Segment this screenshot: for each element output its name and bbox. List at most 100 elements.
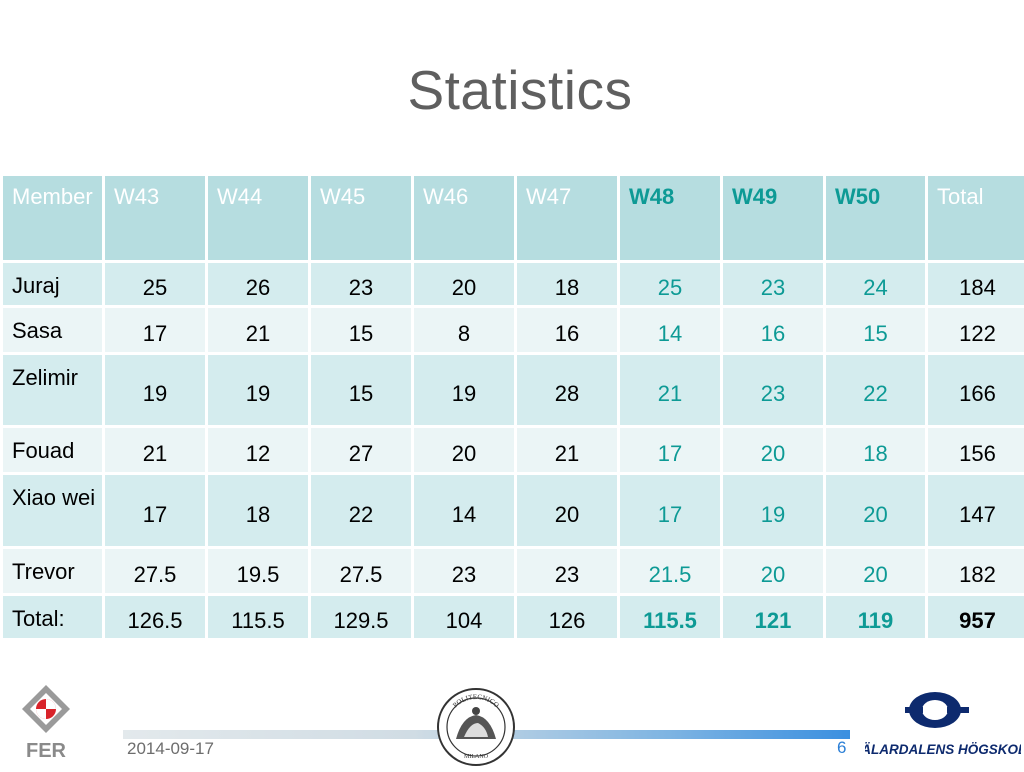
cell-value: 21 [104, 427, 207, 474]
cell-total: 156 [927, 427, 1024, 474]
member-name: Juraj [2, 262, 104, 307]
cell-value: 19.5 [207, 548, 310, 595]
cell-value: 27.5 [104, 548, 207, 595]
cell-value: 16 [516, 307, 619, 354]
grand-total: 957 [927, 595, 1024, 640]
member-name: Fouad [2, 427, 104, 474]
cell-value: 19 [207, 354, 310, 427]
header-w49: W49 [722, 175, 825, 262]
mdh-logo-text: MÄLARDALENS HÖGSKOLA [865, 742, 1021, 757]
total-value: 129.5 [310, 595, 413, 640]
cell-value: 12 [207, 427, 310, 474]
cell-value: 17 [619, 427, 722, 474]
fer-emblem-icon [22, 685, 70, 733]
cell-value: 27.5 [310, 548, 413, 595]
mdh-logo: MÄLARDALENS HÖGSKOLA [865, 686, 1021, 762]
table-total-row: Total: 126.5 115.5 129.5 104 126 115.5 1… [2, 595, 1024, 640]
cell-value: 17 [619, 474, 722, 548]
cell-value: 15 [310, 307, 413, 354]
cell-value: 17 [104, 474, 207, 548]
cell-value: 21 [619, 354, 722, 427]
table-row: Sasa 17 21 15 8 16 14 16 15 122 [2, 307, 1024, 354]
cell-total: 147 [927, 474, 1024, 548]
total-value: 115.5 [619, 595, 722, 640]
total-value: 115.5 [207, 595, 310, 640]
cell-value: 8 [413, 307, 516, 354]
header-w45: W45 [310, 175, 413, 262]
cell-value: 20 [825, 474, 927, 548]
cell-value: 16 [722, 307, 825, 354]
mdh-emblem-icon [905, 692, 969, 728]
cell-value: 21.5 [619, 548, 722, 595]
cell-value: 15 [310, 354, 413, 427]
cell-value: 14 [619, 307, 722, 354]
header-member: Member [2, 175, 104, 262]
member-name: Xiao wei [2, 474, 104, 548]
cell-value: 18 [207, 474, 310, 548]
cell-value: 23 [722, 354, 825, 427]
cell-value: 20 [722, 548, 825, 595]
total-value: 126 [516, 595, 619, 640]
cell-value: 27 [310, 427, 413, 474]
header-w43: W43 [104, 175, 207, 262]
header-total: Total [927, 175, 1024, 262]
cell-value: 21 [207, 307, 310, 354]
header-w46: W46 [413, 175, 516, 262]
cell-total: 166 [927, 354, 1024, 427]
cell-value: 26 [207, 262, 310, 307]
cell-value: 17 [104, 307, 207, 354]
cell-value: 20 [825, 548, 927, 595]
member-name: Sasa [2, 307, 104, 354]
member-name: Trevor [2, 548, 104, 595]
total-value: 104 [413, 595, 516, 640]
table-row: Juraj 25 26 23 20 18 25 23 24 184 [2, 262, 1024, 307]
table-row: Fouad 21 12 27 20 21 17 20 18 156 [2, 427, 1024, 474]
cell-value: 23 [413, 548, 516, 595]
member-name: Zelimir [2, 354, 104, 427]
table-row: Xiao wei 17 18 22 14 20 17 19 20 147 [2, 474, 1024, 548]
politecnico-seal: POLITECNICO MILANO [436, 687, 516, 767]
cell-value: 18 [516, 262, 619, 307]
cell-total: 182 [927, 548, 1024, 595]
cell-total: 122 [927, 307, 1024, 354]
cell-value: 21 [516, 427, 619, 474]
cell-value: 23 [722, 262, 825, 307]
svg-text:MILANO: MILANO [464, 754, 489, 760]
cell-value: 19 [722, 474, 825, 548]
cell-value: 23 [516, 548, 619, 595]
cell-value: 25 [104, 262, 207, 307]
total-value: 126.5 [104, 595, 207, 640]
header-w47: W47 [516, 175, 619, 262]
cell-value: 14 [413, 474, 516, 548]
header-w50: W50 [825, 175, 927, 262]
cell-value: 18 [825, 427, 927, 474]
total-value: 121 [722, 595, 825, 640]
slide-title: Statistics [0, 58, 1024, 122]
cell-value: 15 [825, 307, 927, 354]
cell-value: 22 [310, 474, 413, 548]
page-number: 6 [837, 738, 846, 758]
header-w44: W44 [207, 175, 310, 262]
table-header-row: Member W43 W44 W45 W46 W47 W48 W49 W50 T… [2, 175, 1024, 262]
cell-value: 19 [104, 354, 207, 427]
table-row: Zelimir 19 19 15 19 28 21 23 22 166 [2, 354, 1024, 427]
cell-value: 20 [722, 427, 825, 474]
cell-value: 24 [825, 262, 927, 307]
cell-value: 25 [619, 262, 722, 307]
total-value: 119 [825, 595, 927, 640]
cell-value: 23 [310, 262, 413, 307]
cell-value: 19 [413, 354, 516, 427]
cell-value: 20 [413, 262, 516, 307]
total-label: Total: [2, 595, 104, 640]
cell-value: 22 [825, 354, 927, 427]
header-w48: W48 [619, 175, 722, 262]
fer-logo-text: FER [26, 740, 67, 761]
footer-date: 2014-09-17 [127, 739, 214, 759]
cell-value: 20 [516, 474, 619, 548]
cell-value: 28 [516, 354, 619, 427]
table-row: Trevor 27.5 19.5 27.5 23 23 21.5 20 20 1… [2, 548, 1024, 595]
cell-value: 20 [413, 427, 516, 474]
cell-total: 184 [927, 262, 1024, 307]
fer-logo: FER [14, 683, 78, 761]
statistics-table: Member W43 W44 W45 W46 W47 W48 W49 W50 T… [0, 173, 1024, 641]
